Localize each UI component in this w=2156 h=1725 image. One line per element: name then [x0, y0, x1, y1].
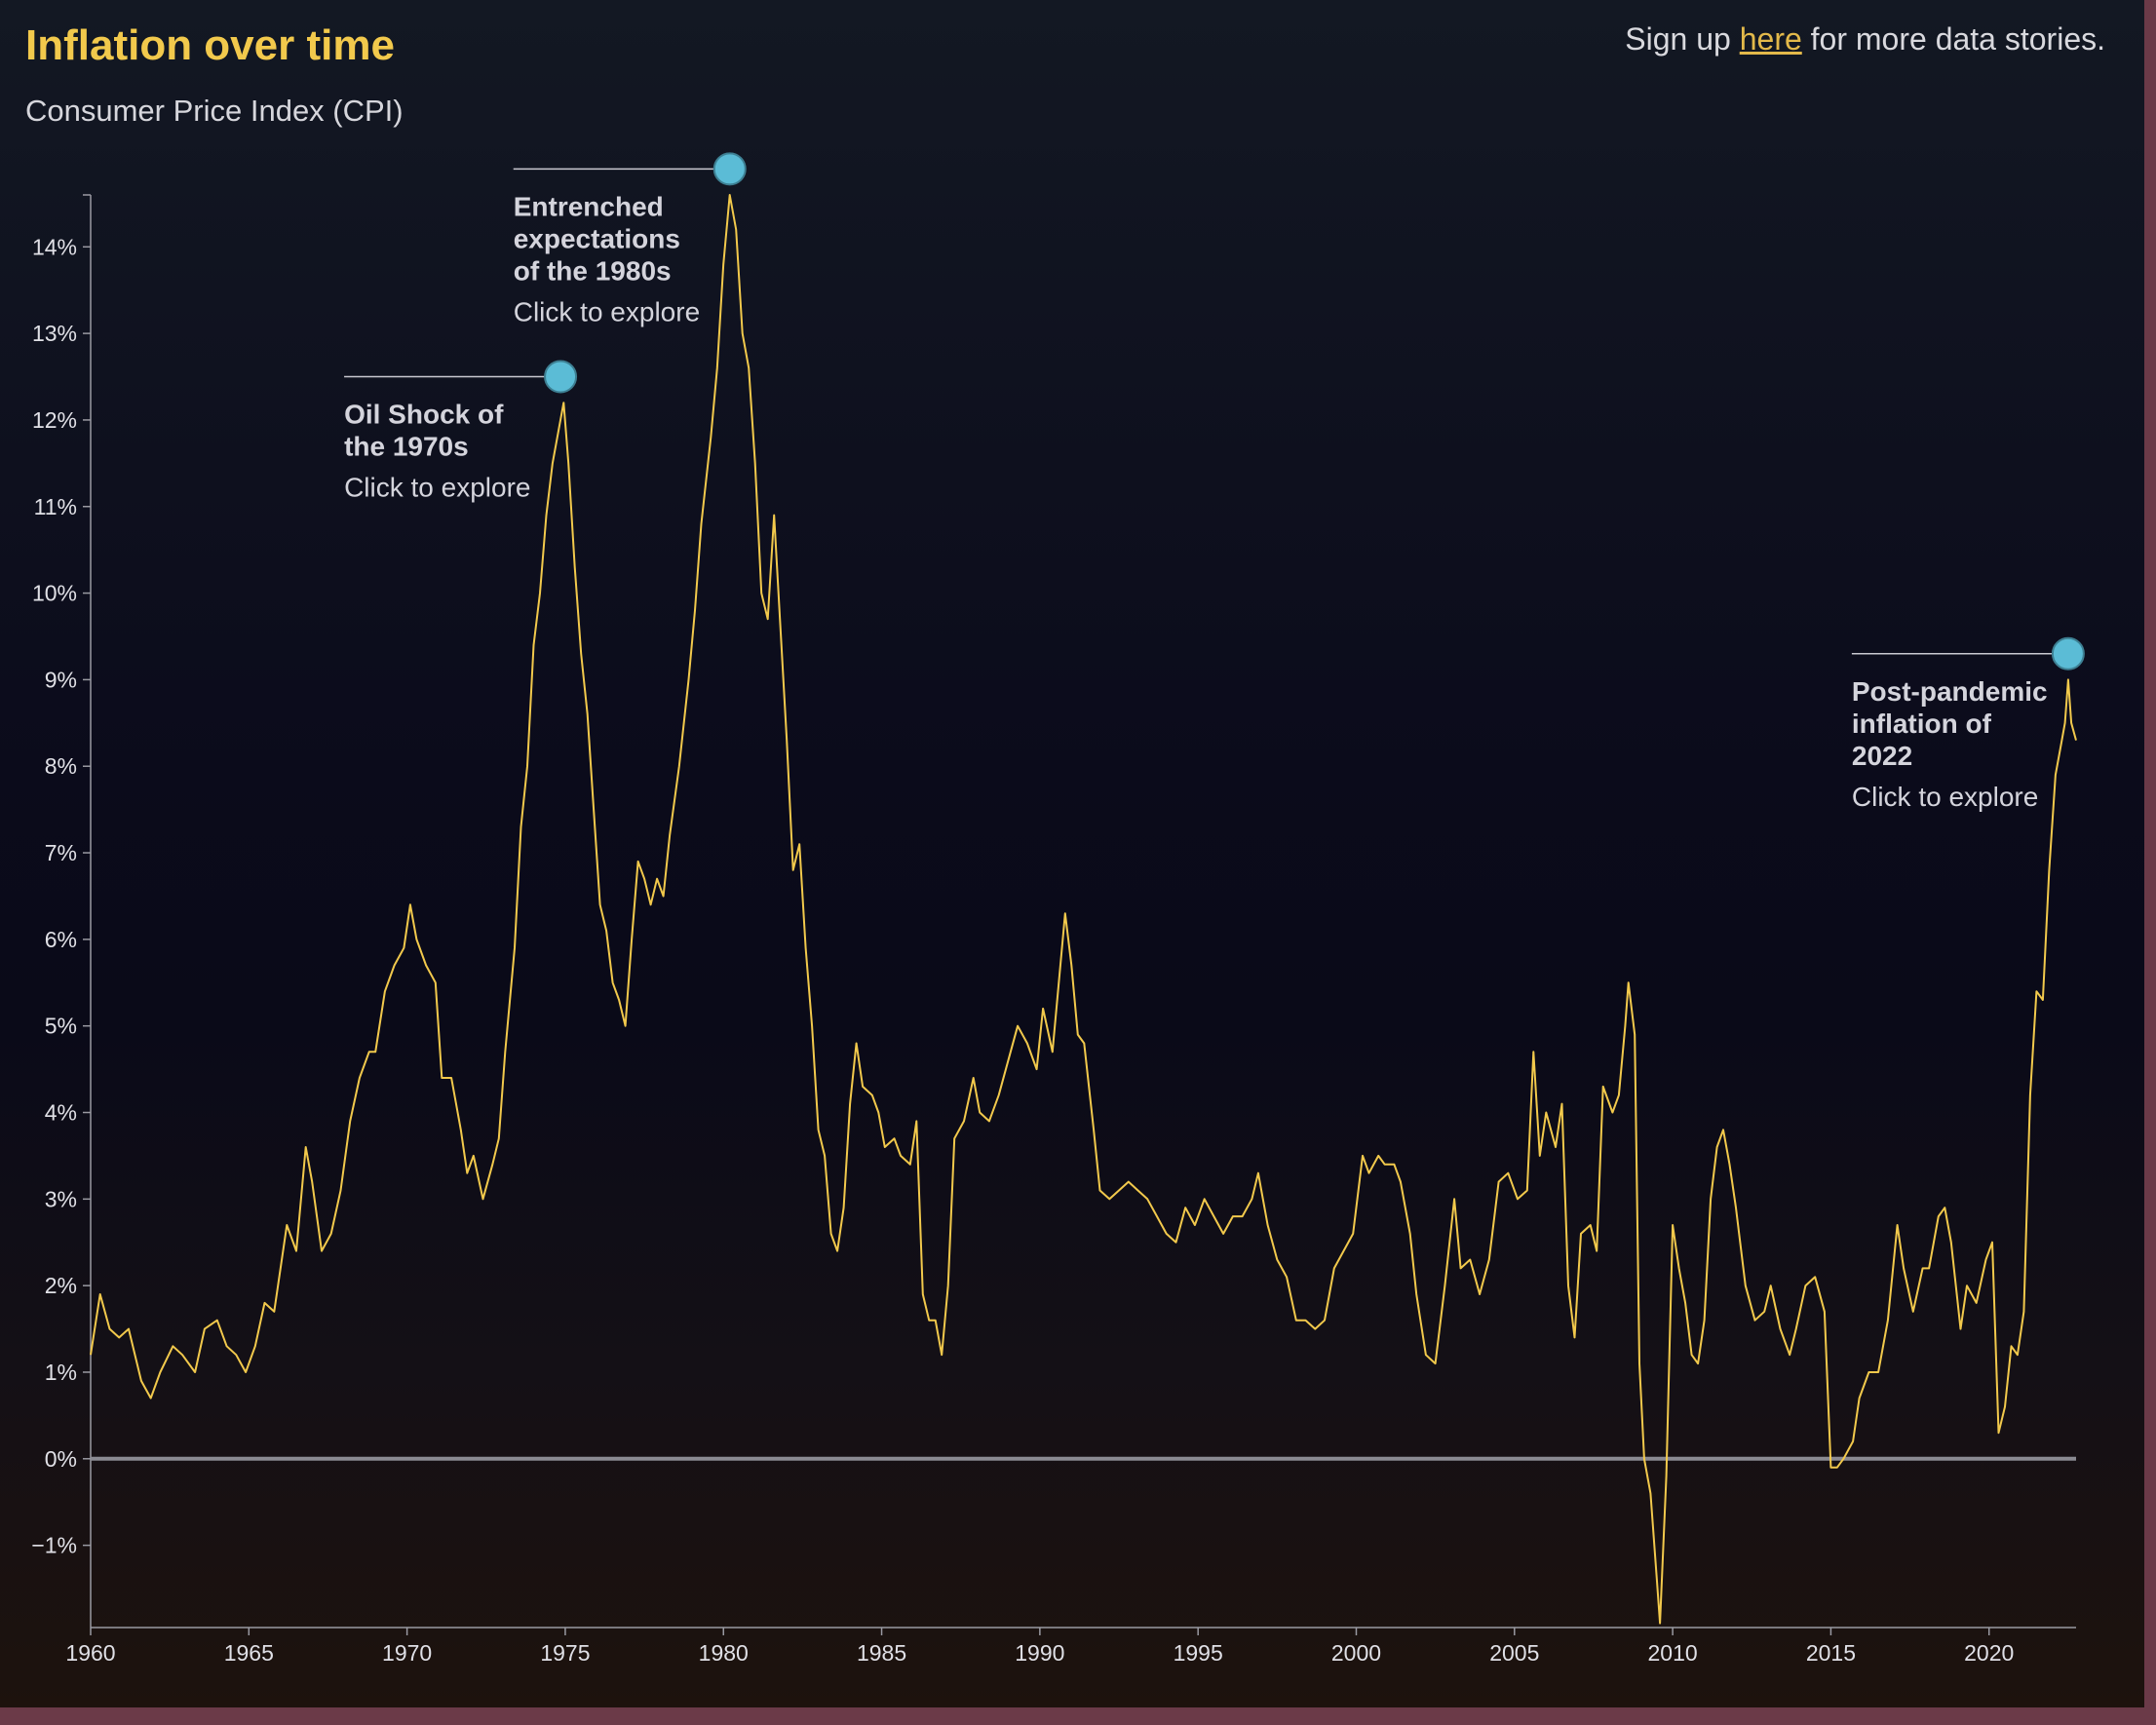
x-tick-label: 1960 [65, 1640, 115, 1666]
x-tick-label: 2015 [1806, 1640, 1856, 1666]
y-tick-label: 0% [45, 1446, 77, 1472]
x-tick-label: 2010 [1648, 1640, 1698, 1666]
y-tick-label: 2% [45, 1273, 77, 1298]
y-tick-label: 14% [32, 234, 77, 259]
y-tick-label: 13% [32, 321, 77, 346]
x-tick-label: 2005 [1489, 1640, 1539, 1666]
annotation-explore-link[interactable]: Click to explore [344, 473, 530, 503]
annotation-title: 2022 [1852, 741, 1912, 771]
annotation-title: expectations [514, 223, 680, 253]
x-tick-label: 1985 [857, 1640, 906, 1666]
chart-subtitle: Consumer Price Index (CPI) [25, 94, 404, 128]
chart-title: Inflation over time [25, 21, 395, 69]
y-tick-label: 8% [45, 753, 77, 779]
y-tick-label: 5% [45, 1014, 77, 1039]
y-tick-label: 11% [34, 494, 77, 519]
y-tick-label: 4% [45, 1100, 77, 1126]
y-tick-label: −1% [31, 1533, 77, 1558]
x-tick-label: 1980 [699, 1640, 749, 1666]
y-tick-label: 10% [32, 581, 77, 606]
x-tick-label: 2020 [1964, 1640, 2014, 1666]
annotation-title: Post-pandemic [1852, 676, 2048, 707]
y-tick-label: 6% [45, 927, 77, 952]
annotation-explore-link[interactable]: Click to explore [514, 296, 700, 326]
annotation-title: Entrenched [514, 191, 664, 221]
signup-prefix: Sign up [1625, 21, 1740, 57]
x-tick-label: 1970 [382, 1640, 432, 1666]
x-tick-label: 2000 [1331, 1640, 1381, 1666]
annotation-marker[interactable] [544, 360, 578, 394]
signup-suffix: for more data stories. [1801, 21, 2105, 57]
annotation-marker[interactable] [712, 152, 747, 186]
y-tick-label: 7% [45, 840, 77, 865]
y-tick-label: 3% [45, 1186, 77, 1211]
annotation-marker[interactable] [2051, 636, 2085, 671]
annotation-title: the 1970s [344, 432, 469, 462]
annotation-title: inflation of [1852, 709, 1992, 739]
cpi-series-line [90, 194, 2077, 1625]
annotation-title: Oil Shock of [344, 400, 504, 430]
x-tick-label: 1990 [1015, 1640, 1064, 1666]
y-tick-label: 1% [45, 1360, 77, 1385]
annotation-title: of the 1980s [514, 255, 672, 286]
annotation-explore-link[interactable]: Click to explore [1852, 782, 2038, 812]
y-tick-label: 12% [32, 407, 77, 433]
signup-text: Sign up here for more data stories. [1625, 21, 2105, 58]
x-tick-label: 1975 [540, 1640, 590, 1666]
x-tick-label: 1965 [224, 1640, 274, 1666]
y-tick-label: 9% [45, 667, 77, 692]
x-tick-label: 1995 [1174, 1640, 1223, 1666]
signup-link[interactable]: here [1739, 21, 1802, 57]
